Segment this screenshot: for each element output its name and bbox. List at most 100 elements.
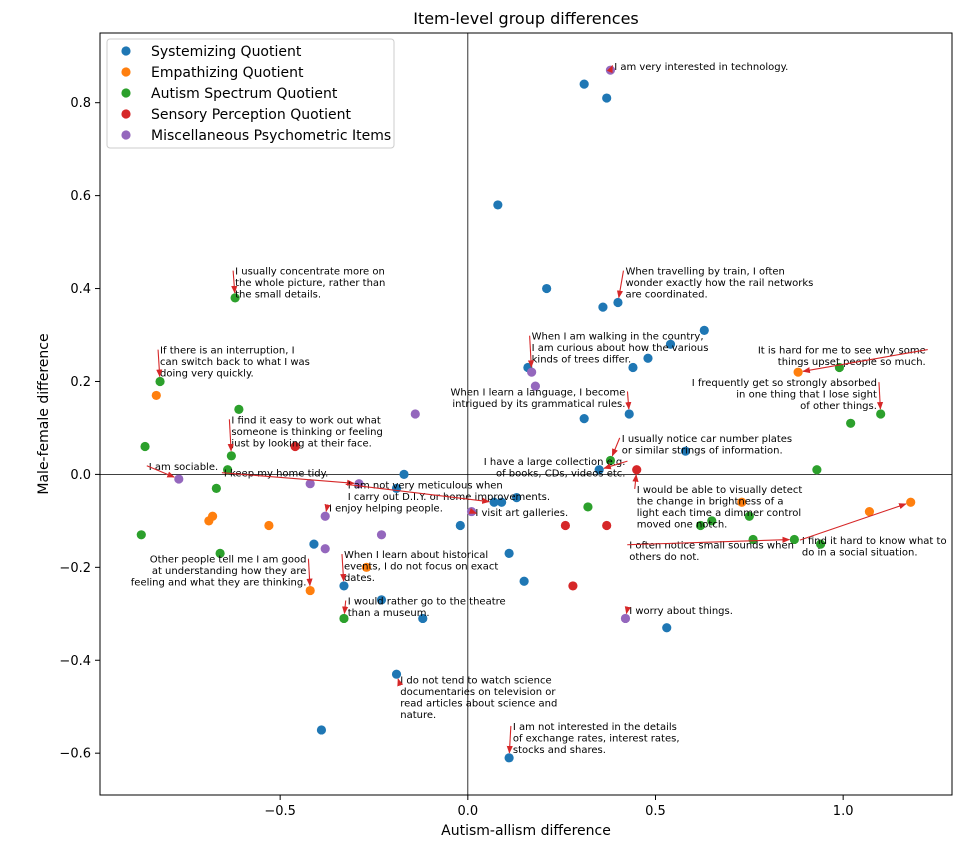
data-point: [568, 581, 578, 591]
annotation-arrow: [324, 503, 331, 513]
annotation-line: I usually concentrate more on: [235, 267, 385, 278]
annotation-line: nature.: [400, 710, 436, 721]
annotation-line: When I learn about historical: [344, 550, 488, 561]
annotation-line: someone is thinking or feeling: [231, 427, 382, 438]
data-point: [493, 200, 503, 210]
legend-marker: [121, 46, 131, 56]
legend-box: [106, 38, 395, 149]
annotation-line: I worry about things.: [629, 606, 733, 617]
annotation-line: wonder exactly how the rail networks: [625, 278, 813, 289]
data-point: [598, 302, 608, 312]
annotation-arrow: [802, 349, 928, 374]
annotation-line: of books, CDs, videos etc.: [496, 469, 625, 480]
plot-area: I am very interested in technology. I usu…: [59, 32, 953, 819]
data-point: [542, 283, 552, 294]
data-point: [594, 465, 604, 475]
annotation-line: light each time a dimmer control: [637, 508, 801, 519]
data-point: [812, 465, 822, 475]
data-point: [316, 725, 327, 735]
data-point: [519, 576, 529, 586]
annotation-arrow: [345, 483, 490, 504]
data-point: [643, 353, 653, 363]
data-point: [211, 483, 221, 493]
annotation-line: or similar strings of information.: [622, 445, 783, 456]
data-point: [204, 516, 214, 526]
annotation-line: others do not.: [629, 552, 699, 563]
annotation-line: are coordinated.: [625, 290, 707, 301]
annotation-arrow: [627, 536, 791, 546]
annotation-text: When I learn about historical events, I d…: [344, 550, 498, 584]
annotation-line: When I am walking in the country,: [532, 332, 704, 343]
data-point: [744, 511, 754, 521]
annotation-arrow: [625, 391, 632, 410]
annotation-arrow: [527, 335, 535, 368]
annotation-line: kinds of trees differ.: [532, 355, 632, 366]
data-point: [215, 548, 225, 558]
annotation-arrow: [231, 270, 238, 294]
data-point: [140, 441, 150, 452]
annotation-line: It is hard for me to see why some: [758, 346, 926, 357]
data-point: [410, 409, 420, 419]
annotation-line: I keep my home tidy.: [224, 469, 328, 480]
annotation-text: I find it hard to know what to do in a so…: [802, 536, 947, 559]
annotation-line: If there is an interruption, I: [160, 346, 294, 357]
annotation-line: just by looking at their face.: [230, 438, 372, 449]
annotation-line: of other things.: [800, 401, 877, 412]
chart-title: Item-level group differences: [413, 9, 639, 28]
annotation-text: I have a large collection e.g. of books, …: [484, 457, 626, 480]
annotation-line: I find it easy to work out what: [231, 415, 381, 426]
annotation-text: I am very interested in technology.: [614, 62, 788, 73]
data-point: [816, 539, 826, 549]
data-point: [512, 493, 522, 503]
data-point: [136, 530, 146, 540]
annotation-line: I enjoy helping people.: [329, 504, 443, 515]
y-tick-label: −0.4: [59, 654, 91, 669]
x-tick-label: 1.0: [833, 804, 854, 819]
annotation-line: stocks and shares.: [513, 745, 606, 756]
annotation-line: the small details.: [235, 290, 321, 301]
y-tick-label: 0.0: [70, 468, 91, 483]
annotation-line: I am very interested in technology.: [614, 62, 788, 73]
annotation-text: I would be able to visually detect the ch…: [637, 485, 803, 531]
annotation-text: I frequently get so strongly absorbed in …: [692, 378, 877, 412]
annotation-line: of exchange rates, interest rates,: [513, 733, 680, 744]
annotation-line: I am not very meticulous when: [348, 480, 503, 491]
annotation-arrow: [340, 554, 347, 582]
data-point: [620, 613, 631, 624]
legend-marker: [121, 109, 131, 119]
annotation-arrow: [342, 600, 349, 615]
annotation-text: I am not very meticulous when I carry out…: [348, 480, 550, 503]
y-axis-label: Male-female difference: [36, 333, 52, 494]
annotation-arrow: [156, 349, 163, 378]
data-point: [264, 520, 274, 531]
annotation-arrow: [616, 270, 625, 299]
data-point: [579, 79, 589, 89]
data-point: [613, 297, 623, 308]
data-point: [455, 520, 465, 531]
data-point: [602, 93, 612, 103]
legend-marker: [121, 67, 131, 77]
annotation-text: I find it easy to work out what someone i…: [230, 415, 382, 449]
annotation-line: read articles about science and: [400, 698, 557, 709]
data-point: [560, 520, 571, 531]
annotation-line: I would be able to visually detect: [637, 485, 803, 496]
annotation-line: in one thing that I lose sight: [736, 390, 877, 401]
data-point: [305, 479, 315, 489]
data-point: [290, 441, 300, 452]
legend-marker: [121, 130, 131, 140]
data-point: [662, 623, 672, 633]
data-point: [846, 418, 856, 428]
data-point: [497, 497, 507, 507]
annotation-text: Other people tell me I am good at underst…: [131, 555, 307, 589]
data-point: [339, 581, 349, 591]
annotation-line: I find it hard to know what to: [802, 536, 947, 547]
data-point: [376, 530, 387, 540]
data-point: [339, 613, 349, 624]
y-tick-label: −0.6: [59, 747, 91, 762]
annotation-text: I am sociable.: [149, 462, 218, 473]
data-point: [665, 339, 676, 349]
data-point: [391, 669, 402, 679]
annotation-text: I worry about things.: [629, 606, 733, 617]
annotation-line: moved one notch.: [637, 519, 728, 530]
